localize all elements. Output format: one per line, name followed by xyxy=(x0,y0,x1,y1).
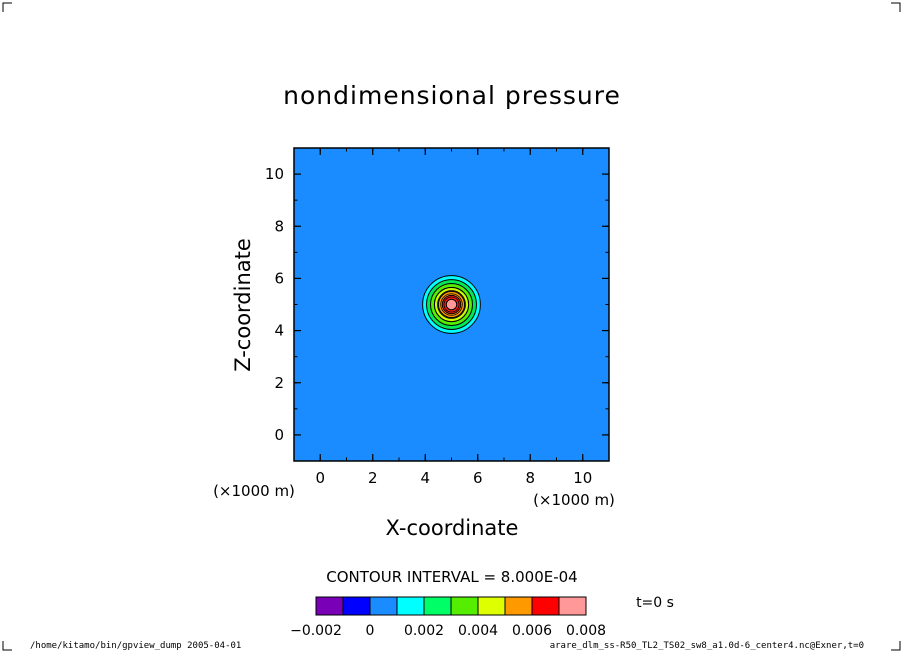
y-tick-label: 0 xyxy=(274,426,284,444)
x-tick-label: 4 xyxy=(420,469,430,487)
y-axis-label: Z-coordinate xyxy=(231,238,255,372)
colorbar-tick-label: 0.006 xyxy=(512,623,552,639)
axis-ticks: 0 2 4 6 8 10 0 2 4 6 8 10 xyxy=(265,147,610,487)
contour-line-3 xyxy=(437,290,466,319)
footer-right: arare_dlm_ss-R50_TL2_TS02_sw8_a1.0d-6_ce… xyxy=(549,641,864,651)
colorbar-swatch-9 xyxy=(558,596,587,616)
colorbar-swatch-1 xyxy=(342,596,371,616)
y-axis-unit: (×1000 m) xyxy=(213,482,295,500)
x-tick-label: 8 xyxy=(525,469,535,487)
x-tick-label: 6 xyxy=(473,469,483,487)
y-tick-label: 4 xyxy=(274,322,284,340)
contour-ring-6 xyxy=(445,298,458,311)
colorbar-tick-label: 0 xyxy=(366,623,375,639)
colorbar-swatch-7 xyxy=(504,596,533,616)
y-tick-label: 6 xyxy=(274,269,284,287)
contour-interval-label: CONTOUR INTERVAL = 8.000E-04 xyxy=(326,568,577,586)
footer-left: /home/kitamo/bin/gpview_dump 2005-04-01 xyxy=(30,641,242,651)
contour-rings xyxy=(422,275,481,334)
colorbar-swatch-5 xyxy=(450,596,479,616)
colorbar-swatch-0 xyxy=(315,596,344,616)
time-label: t=0 s xyxy=(636,595,674,611)
x-axis-unit: (×1000 m) xyxy=(533,491,615,509)
colorbar-tick-labels: −0.002 0 0.002 0.004 0.006 0.008 xyxy=(290,623,606,639)
colorbar-tick-label: 0.002 xyxy=(404,623,444,639)
chart-title: nondimensional pressure xyxy=(283,81,621,110)
x-tick-label: 0 xyxy=(315,469,325,487)
contour-line-5 xyxy=(443,296,460,313)
colorbar-swatch-8 xyxy=(531,596,560,616)
colorbar-swatch-3 xyxy=(396,596,425,616)
y-tick-label: 2 xyxy=(274,374,284,392)
x-tick-label: 2 xyxy=(368,469,378,487)
y-tick-label: 8 xyxy=(274,217,284,235)
x-tick-label: 10 xyxy=(573,469,592,487)
colorbar-tick-label: 0.008 xyxy=(566,623,606,639)
colorbar-swatch-6 xyxy=(477,596,506,616)
x-axis-label: X-coordinate xyxy=(386,516,519,540)
colorbar-swatch-2 xyxy=(369,596,398,616)
contour-line-4 xyxy=(440,293,463,316)
colorbar-tick-label: −0.002 xyxy=(290,623,342,639)
colorbar xyxy=(315,596,587,616)
colorbar-tick-label: 0.004 xyxy=(458,623,498,639)
colorbar-swatch-4 xyxy=(423,596,452,616)
y-tick-label: 10 xyxy=(265,165,284,183)
